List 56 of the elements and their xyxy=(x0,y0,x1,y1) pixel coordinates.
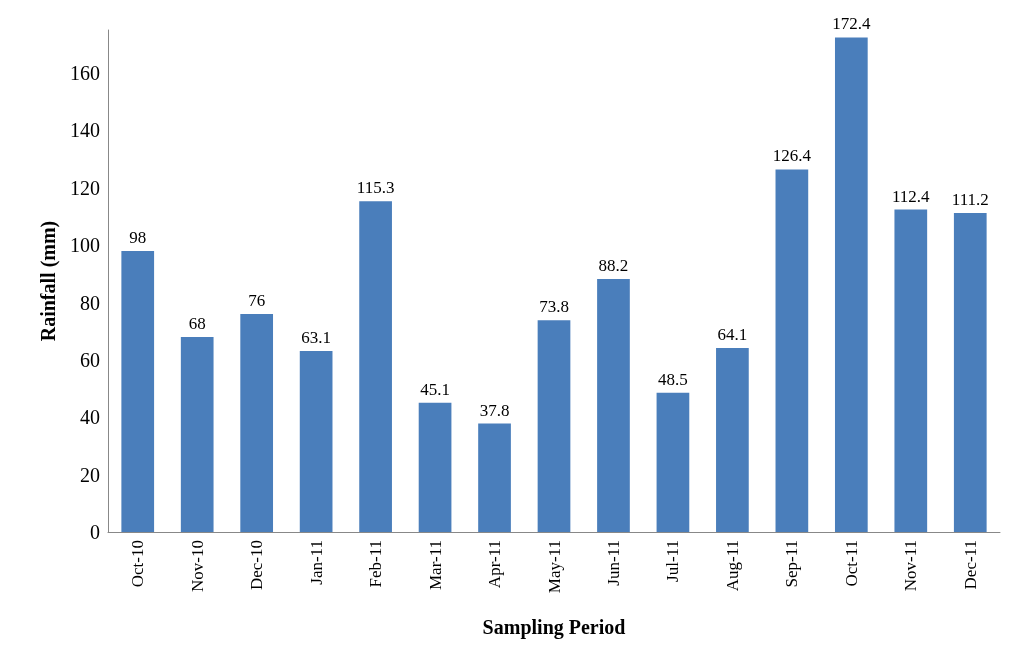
y-tick-label: 140 xyxy=(70,119,100,142)
y-tick-label: 100 xyxy=(70,234,100,257)
data-label: 112.4 xyxy=(891,186,931,206)
x-tick-label: Oct-11 xyxy=(841,540,861,587)
x-tick-label: Dec-10 xyxy=(247,540,267,591)
bar xyxy=(953,213,987,532)
data-label: 115.3 xyxy=(356,178,395,198)
data-label: 63.1 xyxy=(301,327,332,347)
data-label: 73.8 xyxy=(539,297,569,317)
bar xyxy=(180,336,214,532)
data-label: 45.1 xyxy=(420,379,450,399)
y-tick-label: 120 xyxy=(70,176,100,199)
x-tick-label: Mar-11 xyxy=(425,540,445,591)
x-tick-label: Nov-10 xyxy=(187,540,207,592)
x-tick-label: Jan-11 xyxy=(306,540,326,585)
y-tick-label: 0 xyxy=(90,521,100,543)
y-tick-label: 60 xyxy=(80,348,100,371)
data-label: 172.4 xyxy=(832,14,871,34)
data-label: 126.4 xyxy=(772,146,812,166)
data-label: 76 xyxy=(248,290,266,310)
x-tick-label: Sep-11 xyxy=(782,540,802,588)
bar xyxy=(478,423,511,532)
bar xyxy=(418,402,452,532)
bar xyxy=(299,350,333,532)
data-label: 68 xyxy=(188,313,206,333)
data-label: 111.2 xyxy=(951,190,989,210)
data-label: 37.8 xyxy=(479,400,510,420)
bar xyxy=(240,313,274,532)
x-tick-label: Aug-11 xyxy=(722,540,742,592)
x-tick-label: Nov-11 xyxy=(901,540,921,592)
bar xyxy=(656,392,690,532)
bar xyxy=(894,209,928,532)
y-axis-title: Rainfall (mm) xyxy=(37,220,60,342)
x-tick-label: May-11 xyxy=(544,540,564,594)
data-label: 88.2 xyxy=(598,255,629,275)
x-tick-label: Jul-11 xyxy=(663,540,683,582)
bar xyxy=(537,320,571,532)
x-tick-label: Feb-11 xyxy=(366,540,386,588)
bar xyxy=(775,169,809,532)
y-tick-label: 20 xyxy=(80,463,100,486)
x-axis-title: Sampling Period xyxy=(482,616,626,639)
data-label: 98 xyxy=(129,227,147,247)
y-tick-label: 40 xyxy=(80,406,100,429)
data-label: 48.5 xyxy=(658,369,688,389)
bar xyxy=(359,201,392,532)
x-tick-label: Apr-11 xyxy=(485,540,505,589)
x-tick-label: Dec-11 xyxy=(960,540,980,590)
bar xyxy=(834,37,868,532)
y-tick-label: 160 xyxy=(70,62,100,85)
y-tick-label: 80 xyxy=(80,291,100,314)
data-label: 64.1 xyxy=(717,325,748,345)
bar xyxy=(716,348,749,532)
x-tick-label: Oct-10 xyxy=(128,540,148,588)
bar xyxy=(597,278,630,532)
x-tick-label: Jun-11 xyxy=(603,540,623,586)
bar xyxy=(121,250,155,532)
